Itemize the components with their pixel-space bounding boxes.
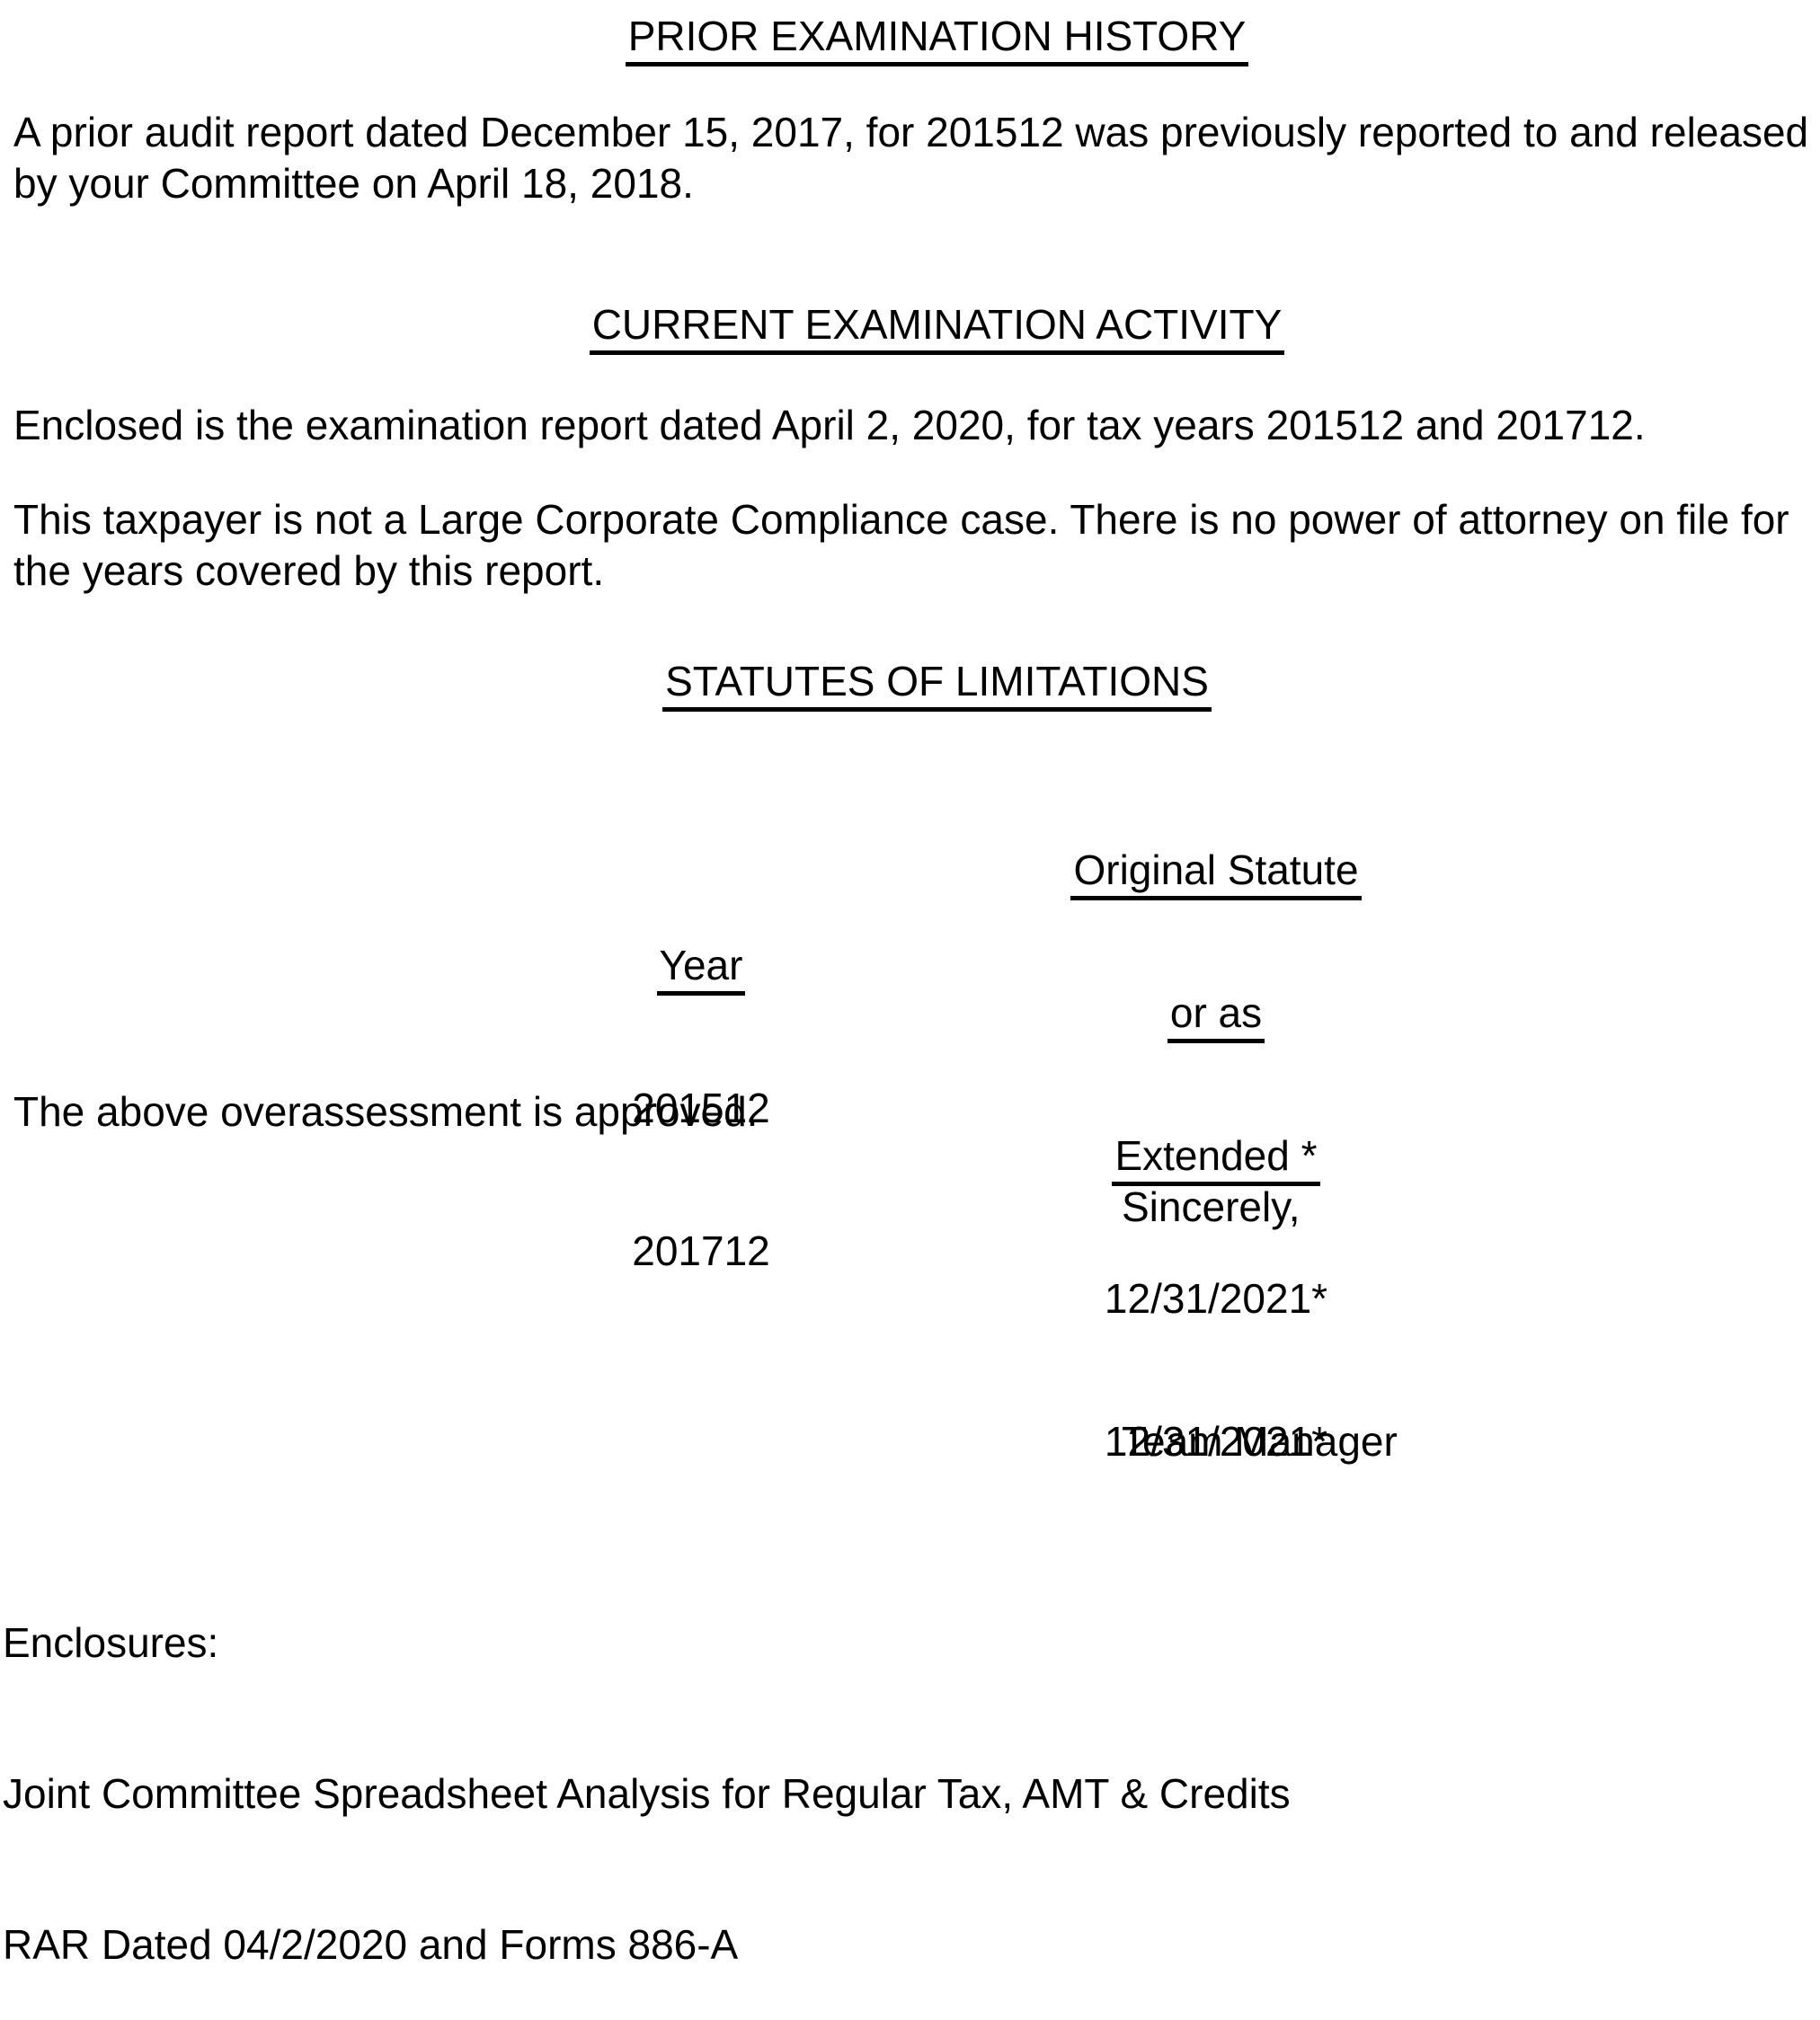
statute-column-header-line3: Extended * <box>991 1132 1441 1186</box>
heading-current-examination-activity-text: CURRENT EXAMINATION ACTIVITY <box>589 301 1285 355</box>
statute-column-header-line1: Original Statute <box>991 846 1441 900</box>
paragraph-overassessment-approved: The above overassessment is approved. <box>13 1088 759 1135</box>
heading-prior-examination-history-text: PRIOR EXAMINATION HISTORY <box>625 13 1249 66</box>
enclosures-label: Enclosures: <box>3 1619 219 1666</box>
table-row-statute-cell: 12/31/2021* <box>1104 1275 1328 1322</box>
enclosure-item: Joint Committee Spreadsheet Analysis for… <box>3 1770 1291 1817</box>
statute-column-header-line2-text: or as <box>1167 989 1265 1043</box>
closing-salutation: Sincerely, <box>1122 1183 1301 1230</box>
statute-column-header-line3-text: Extended * <box>1112 1132 1320 1186</box>
table-row-year-cell: 201712 <box>632 1227 770 1274</box>
paragraph-enclosed-report: Enclosed is the examination report dated… <box>13 402 1646 448</box>
statute-column-header-line2: or as <box>991 989 1441 1043</box>
heading-statutes-of-limitations-text: STATUTES OF LIMITATIONS <box>662 658 1212 712</box>
enclosure-item: RAR Dated 04/2/2020 and Forms 886-A <box>3 1921 739 1968</box>
heading-prior-examination-history: PRIOR EXAMINATION HISTORY <box>27 13 1820 66</box>
statute-column-header-line1-text: Original Statute <box>1070 846 1362 900</box>
closing-signer-title: Team Manager <box>1122 1418 1398 1465</box>
table-row-year-cell: 201512 <box>632 1085 770 1131</box>
heading-statutes-of-limitations: STATUTES OF LIMITATIONS <box>27 658 1820 712</box>
paragraph-taxpayer-compliance: This taxpayer is not a Large Corporate C… <box>13 496 1789 594</box>
statutes-table-statute-column: Original Statute or as Extended * 12/31/… <box>991 751 1441 1513</box>
paragraph-prior-audit: A prior audit report dated December 15, … <box>13 109 1809 207</box>
heading-current-examination-activity: CURRENT EXAMINATION ACTIVITY <box>27 301 1820 355</box>
year-column-header: Year <box>521 942 881 996</box>
enclosures-block: Enclosures: Joint Committee Spreadsheet … <box>3 1517 1291 2020</box>
statutes-table-year-column: Year 201512 201712 <box>521 751 881 1323</box>
year-column-header-text: Year <box>656 942 746 996</box>
letter-page: { "page": { "background_color": "#ffffff… <box>3 13 1820 1968</box>
table-row-statute-cell: 12/31/2021* <box>1104 1418 1328 1465</box>
